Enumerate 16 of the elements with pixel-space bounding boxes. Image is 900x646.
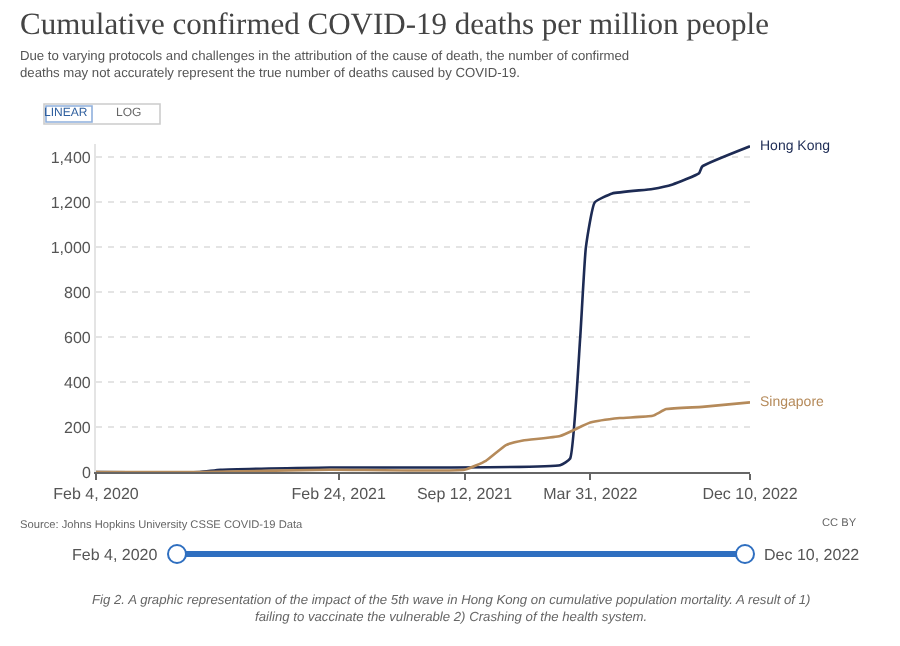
- text: Dec 10, 2022: [764, 546, 861, 564]
- y-tick-label: 600: [64, 328, 92, 347]
- x-tick-label: Feb 24, 2021: [291, 485, 387, 504]
- y-tick-label: 200: [64, 418, 92, 437]
- x-tick-label: Mar 31, 2022: [543, 485, 639, 504]
- y-tick-label: 400: [64, 373, 92, 392]
- y-tick-label: 1,200: [50, 194, 92, 213]
- x-tick-label: Sep 12, 2021: [416, 485, 514, 504]
- y-tick-label: 1,000: [50, 238, 92, 257]
- y-tick-label: 0: [81, 463, 92, 482]
- y-tick-label: 800: [64, 283, 92, 302]
- text: Feb 4, 2020: [72, 546, 159, 564]
- y-tick-label: 1,400: [50, 149, 92, 168]
- x-tick-label: Dec 10, 2022: [702, 485, 799, 504]
- x-tick-label: Feb 4, 2020: [53, 485, 140, 504]
- chart-title: Cumulative confirmed COVID-19 deaths per million people: [20, 8, 770, 42]
